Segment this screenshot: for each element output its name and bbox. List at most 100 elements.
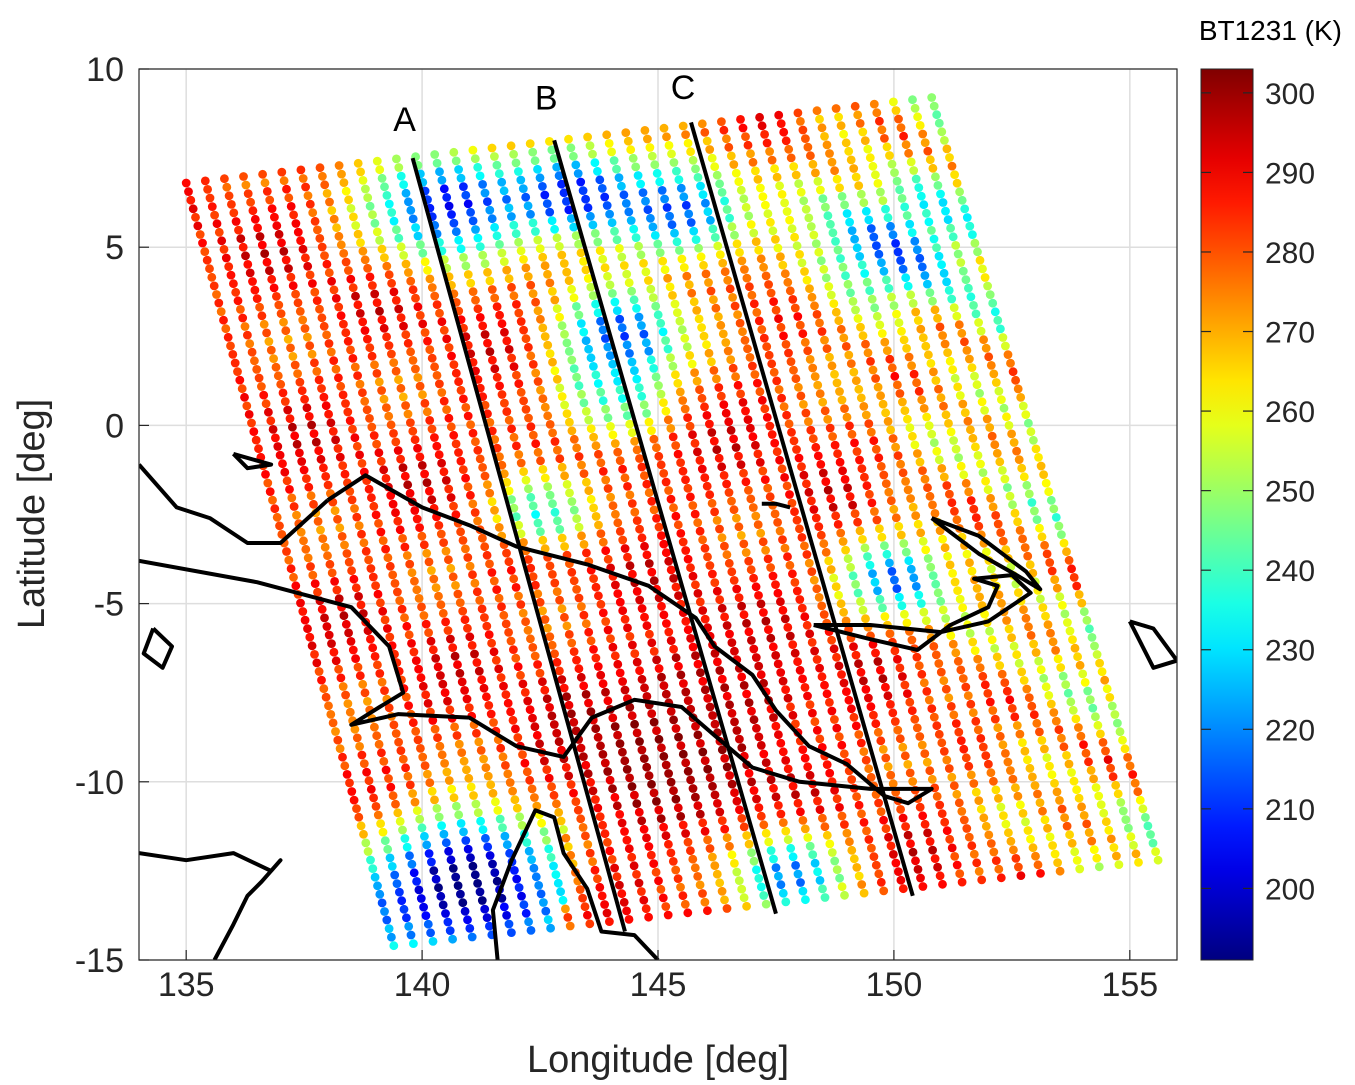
swath-point (273, 442, 283, 451)
swath-point (579, 327, 589, 337)
swath-point (483, 842, 493, 852)
swath-point (668, 291, 677, 300)
swath-point (1012, 446, 1021, 456)
swath-point (779, 331, 788, 341)
swath-point (569, 647, 579, 656)
swath-point (981, 476, 990, 486)
swath-point (665, 211, 674, 221)
swath-point (628, 569, 637, 579)
swath-point (444, 343, 454, 352)
swath-point (721, 408, 731, 418)
swath-point (271, 362, 281, 372)
swath-point (432, 158, 442, 168)
swath-point (981, 821, 991, 831)
swath-point (591, 299, 600, 309)
swath-point (536, 456, 545, 466)
swath-point (656, 389, 666, 399)
swath-point (377, 748, 386, 758)
swath-point (867, 843, 876, 853)
swath-point (509, 574, 519, 584)
swath-point (864, 764, 874, 774)
swath-point (334, 302, 344, 312)
swath-point (1001, 819, 1011, 829)
swath-point (722, 691, 732, 701)
swath-point (738, 327, 747, 337)
swath-point (1075, 864, 1085, 874)
swath-point (837, 882, 847, 892)
swath-point (344, 628, 353, 638)
colorbar-gradient (1200, 68, 1254, 961)
swath-point (821, 477, 831, 486)
swath-point (408, 356, 418, 365)
swath-point (860, 543, 870, 553)
swath-point (803, 762, 813, 772)
swath-point (642, 692, 652, 701)
swath-point (347, 495, 357, 505)
swath-point (770, 164, 779, 174)
swath-point (773, 518, 782, 527)
swath-point (642, 409, 651, 418)
swath-point (1091, 783, 1101, 792)
swath-point (348, 354, 358, 363)
swath-point (409, 647, 419, 657)
swath-point (669, 786, 678, 796)
swath-point (670, 299, 680, 309)
swath-point (669, 644, 678, 654)
swath-point (861, 685, 871, 694)
swath-point (927, 226, 936, 235)
swath-point (692, 306, 702, 315)
swath-point (695, 456, 705, 465)
swath-point (547, 145, 557, 155)
swath-point (842, 412, 852, 422)
swath-point (676, 458, 685, 467)
swath-point (781, 136, 791, 146)
swath-point (279, 247, 289, 256)
swath-point (781, 685, 790, 694)
swath-point (1002, 686, 1012, 696)
swath-point (652, 168, 662, 178)
swath-point (1016, 800, 1025, 810)
swath-point (927, 774, 937, 784)
swath-point (319, 463, 328, 473)
swath-point (394, 163, 404, 172)
swath-point (790, 303, 800, 313)
swath-point (358, 679, 368, 689)
swath-point (899, 335, 909, 345)
swath-point (657, 672, 666, 682)
swath-point (596, 458, 606, 468)
swath-point (945, 356, 955, 366)
swath-point (901, 822, 910, 831)
swath-point (452, 731, 462, 740)
swath-point (889, 850, 898, 859)
swath-point (801, 134, 810, 144)
swath-point (747, 706, 756, 716)
swath-point (526, 492, 536, 502)
swath-point (397, 604, 407, 614)
swath-point (905, 697, 915, 707)
swath-point (942, 277, 951, 287)
swath-point (577, 531, 586, 541)
swath-point (766, 217, 775, 227)
swath-point (834, 316, 844, 326)
y-axis-label: Latitude [deg] (11, 399, 53, 629)
swath-point (866, 702, 876, 711)
swath-point (900, 406, 910, 415)
swath-point (385, 632, 395, 642)
swath-point (545, 207, 555, 217)
swath-point (947, 772, 957, 782)
swath-point (815, 389, 825, 399)
swath-point (737, 884, 747, 894)
swath-point (603, 625, 613, 635)
swath-point (550, 295, 560, 305)
swath-point (1056, 663, 1066, 672)
swath-point (535, 668, 545, 678)
swath-point (444, 484, 454, 494)
swath-point (916, 873, 925, 883)
swath-point (435, 741, 445, 751)
swath-point (502, 911, 511, 920)
swath-point (349, 574, 359, 584)
swath-point (625, 632, 635, 641)
swath-point (783, 552, 792, 562)
swath-point (901, 547, 911, 557)
